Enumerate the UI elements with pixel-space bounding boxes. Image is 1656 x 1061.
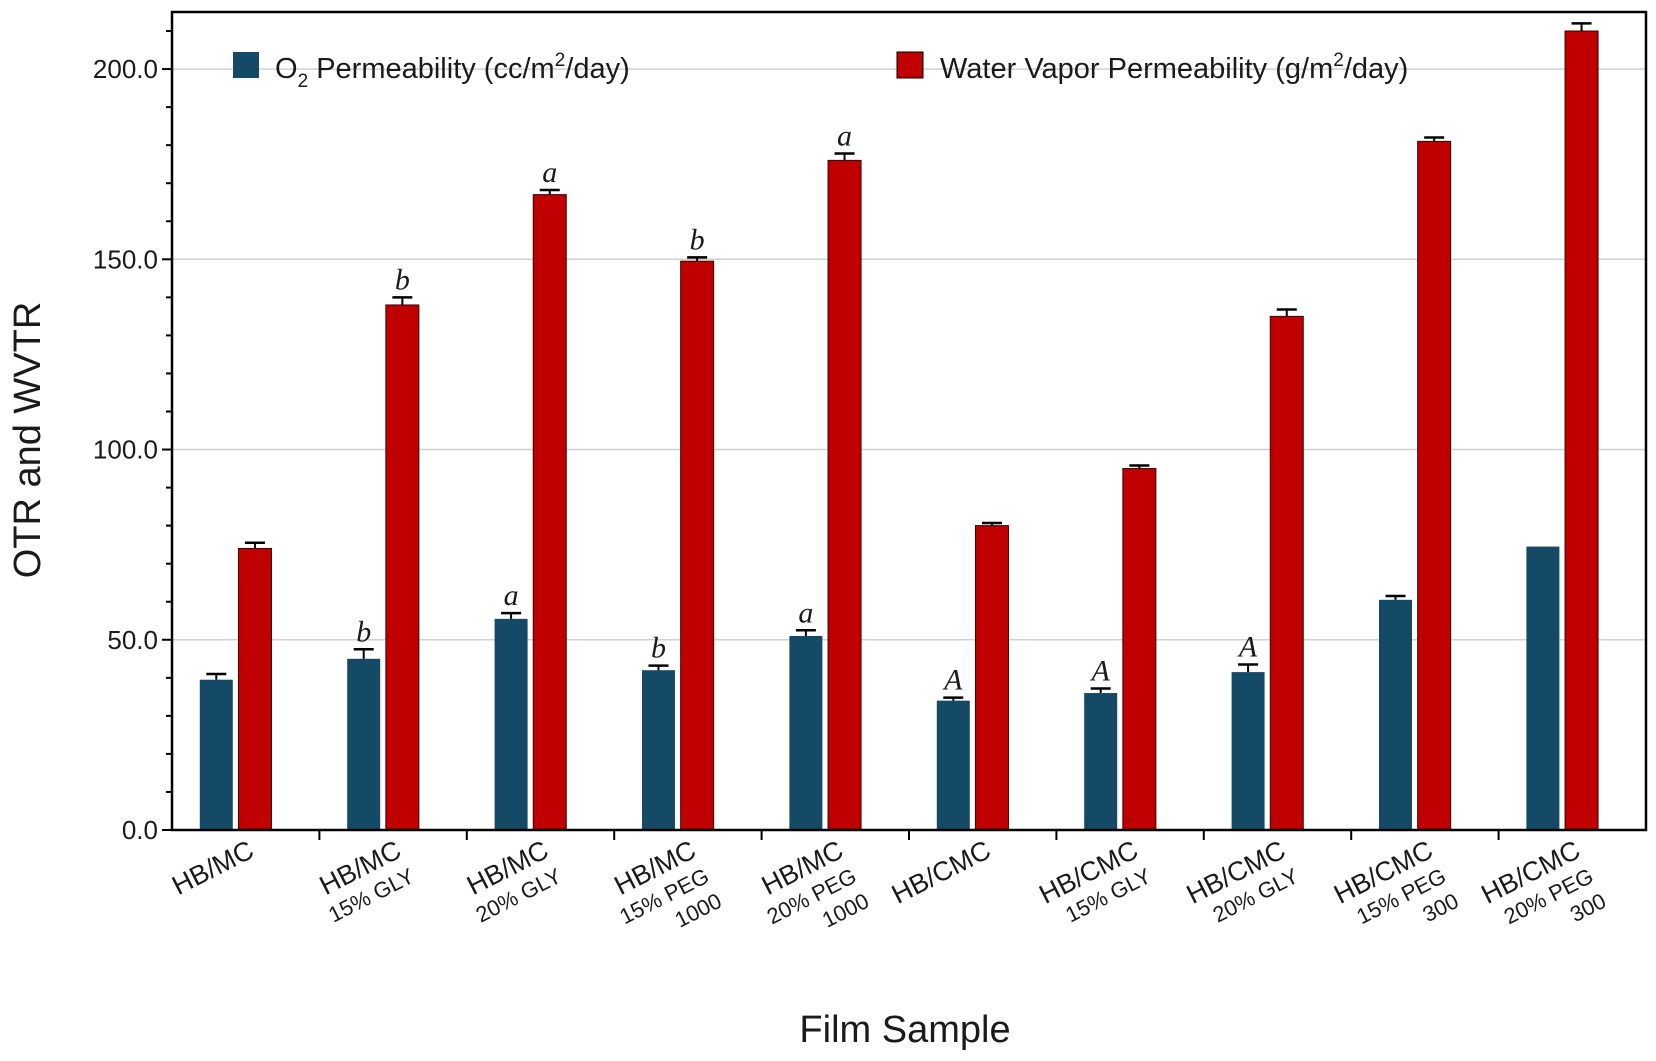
y-tick-label: 200.0 [93, 54, 158, 84]
bar-o2 [936, 700, 970, 830]
bar-wvp [532, 194, 567, 831]
x-tick-label-main: HB/CMC [887, 835, 996, 910]
significance-letter: a [837, 120, 852, 153]
bar-o2 [1526, 546, 1560, 830]
bars [199, 22, 1599, 831]
bar-o2 [347, 658, 381, 830]
y-tick-label: 50.0 [107, 625, 158, 655]
bar-wvp [680, 260, 715, 831]
y-axis-title: OTR and WVTR [7, 302, 49, 579]
y-tick-label: 0.0 [122, 815, 158, 845]
bar-wvp [1564, 30, 1599, 831]
legend-swatch-o2 [233, 52, 259, 78]
significance-letter: a [542, 156, 557, 189]
significance-letter: A [1237, 630, 1258, 663]
significance-letter: b [356, 615, 371, 648]
x-tick-label-main: HB/MC [167, 835, 258, 901]
legend-label-water-vapor: Water Vapor Permeability (g/m2/day) [940, 50, 1408, 85]
bar-wvp [1417, 140, 1452, 831]
bar-wvp [1122, 468, 1157, 831]
x-tick-label: HB/MC [167, 835, 258, 901]
bar-wvp [1269, 315, 1304, 831]
significance-letter: a [504, 579, 519, 612]
bar-wvp [827, 159, 862, 831]
axes [162, 10, 1648, 840]
bar-o2 [199, 679, 233, 830]
bar-o2 [641, 670, 675, 830]
legend-label-o2: O2 Permeability (cc/m2/day) [275, 50, 630, 92]
bar-o2 [494, 618, 528, 830]
significance-letter: a [798, 596, 813, 629]
bar-wvp [974, 525, 1009, 831]
x-tick-label: HB/CMC [887, 835, 996, 910]
significance-letter: b [690, 223, 705, 256]
bar-wvp [237, 547, 272, 831]
significance-letter: b [651, 632, 666, 665]
legend-swatch-water-vapor [896, 51, 924, 79]
bar-o2 [1231, 672, 1265, 830]
bar-o2 [1378, 599, 1412, 830]
significance-letter: A [942, 664, 963, 697]
bar-wvp [385, 304, 420, 831]
significance-letter: b [395, 263, 410, 296]
significance-letter: A [1090, 654, 1111, 687]
plot-frame [170, 10, 1648, 832]
y-tick-label: 100.0 [93, 435, 158, 465]
x-axis-title: Film Sample [799, 1009, 1010, 1051]
legend: O2 Permeability (cc/m2/day) Water Vapor … [233, 50, 1408, 92]
bar-o2 [789, 635, 823, 830]
bar-o2 [1084, 693, 1118, 830]
y-tick-label: 150.0 [93, 244, 158, 274]
